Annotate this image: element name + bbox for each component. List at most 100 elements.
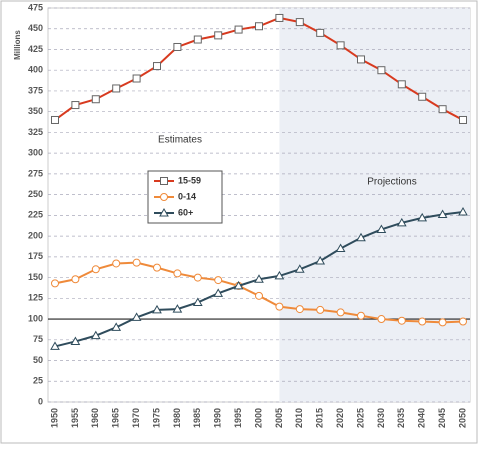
y-tick-label: 425 [28,44,43,54]
y-tick-label: 100 [28,313,43,323]
x-tick-label: 2005 [274,408,284,428]
marker [438,105,447,114]
x-tick-label: 1980 [172,408,182,428]
marker [459,115,467,124]
y-tick-label: 0 [38,396,43,406]
x-tick-label: 1995 [233,408,243,428]
marker [132,74,141,83]
marker [336,308,345,317]
marker [376,224,387,233]
y-tick-label: 75 [33,334,43,344]
y-tick-label: 325 [28,127,43,137]
x-tick-label: 1990 [213,408,223,428]
marker [70,336,81,345]
legend: 15-59 0-14 60+ [147,170,223,224]
x-tick-label: 2050 [457,408,467,428]
series [51,13,467,124]
marker [459,317,467,326]
marker [112,84,121,93]
marker [397,80,406,89]
marker [377,66,386,75]
marker [437,209,448,219]
marker [397,316,406,325]
x-tick-label: 1985 [192,408,202,428]
y-tick-label: 225 [28,210,43,220]
y-tick-label: 150 [28,272,43,282]
y-axis-label: Millions [13,30,22,60]
marker [50,341,60,350]
marker [294,264,305,273]
marker [160,193,168,201]
y-tick-label: 125 [28,293,43,303]
marker [192,297,203,306]
marker [275,13,284,22]
marker [418,317,427,326]
marker [214,276,223,285]
legend-label: 0-14 [178,191,196,201]
y-tick-label: 25 [33,376,43,386]
x-tick-label: 2000 [253,408,263,428]
marker [234,25,243,34]
x-tick-label: 1975 [151,408,161,428]
x-tick-label: 2045 [437,408,447,428]
marker [132,258,141,267]
x-tick-label: 1960 [90,408,100,428]
x-tick-label: 2015 [315,408,325,428]
y-tick-label: 275 [28,168,43,178]
x-tick-label: 2020 [335,408,345,428]
marker [214,31,223,40]
x-tick-label: 2010 [294,408,304,428]
annotation: Projections [367,177,416,188]
y-tick-label: 350 [28,106,43,116]
x-tick-label: 1965 [111,408,121,428]
marker [153,263,161,272]
marker [111,322,122,331]
y-tick-label: 450 [28,23,43,33]
marker [71,101,80,110]
marker [295,18,304,27]
y-tick-label: 400 [28,65,43,75]
y-tick-label: 250 [28,189,43,199]
marker [316,305,325,314]
marker [193,273,202,282]
marker [357,55,365,64]
marker [112,259,121,268]
x-tick-label: 2040 [417,408,427,428]
legend-label: 15-59 [178,175,201,185]
marker [316,28,325,37]
x-tick-label: 1955 [70,408,80,428]
x-tick-label: 2035 [396,408,406,428]
marker [396,217,407,227]
marker [173,269,182,278]
marker [172,304,183,313]
marker [254,274,264,283]
marker [213,288,224,297]
y-tick-label: 200 [28,230,43,240]
marker [91,265,100,274]
y-tick-label: 50 [33,355,43,365]
marker [71,275,80,284]
y-tick-label: 475 [28,2,43,12]
marker [275,302,284,311]
marker [90,330,101,340]
x-tick-label: 1970 [131,408,141,428]
annotation: Estimates [158,135,202,146]
marker [160,177,168,185]
marker [255,291,263,300]
marker [51,279,59,288]
x-tick-label: 2030 [376,408,386,428]
y-tick-label: 375 [28,85,43,95]
y-tick-label: 175 [28,251,43,261]
marker [315,255,326,265]
series [50,207,468,350]
marker [51,115,59,124]
marker [417,212,428,222]
marker [152,304,162,314]
marker [336,41,345,50]
marker [295,305,304,314]
marker [173,42,182,51]
marker [131,312,142,321]
projection-shade [279,8,470,402]
marker [193,35,202,44]
